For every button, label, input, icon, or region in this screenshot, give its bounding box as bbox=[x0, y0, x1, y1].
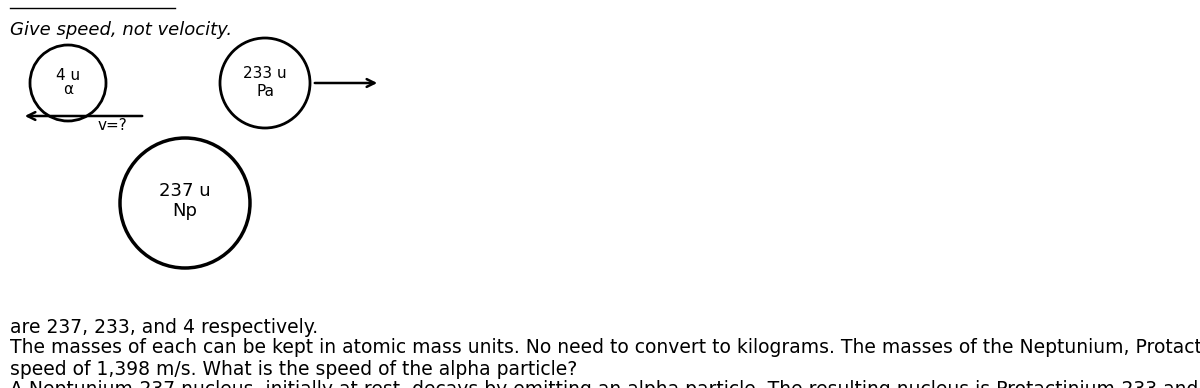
Text: A Neptunium-237 nucleus, initially at rest, decays by emitting an alpha particle: A Neptunium-237 nucleus, initially at re… bbox=[10, 380, 1200, 388]
Text: 233 u: 233 u bbox=[244, 66, 287, 80]
Text: The masses of each can be kept in atomic mass units. No need to convert to kilog: The masses of each can be kept in atomic… bbox=[10, 338, 1200, 357]
Text: are 237, 233, and 4 respectively.: are 237, 233, and 4 respectively. bbox=[10, 318, 318, 337]
Text: 4 u: 4 u bbox=[56, 68, 80, 83]
Text: α: α bbox=[62, 81, 73, 97]
Text: speed of 1,398 m/s. What is the speed of the alpha particle?: speed of 1,398 m/s. What is the speed of… bbox=[10, 360, 577, 379]
Text: v=?: v=? bbox=[98, 118, 127, 133]
Text: Np: Np bbox=[173, 202, 198, 220]
Text: Give speed, not velocity.: Give speed, not velocity. bbox=[10, 21, 232, 39]
Text: 237 u: 237 u bbox=[160, 182, 211, 200]
Text: Pa: Pa bbox=[256, 83, 274, 99]
